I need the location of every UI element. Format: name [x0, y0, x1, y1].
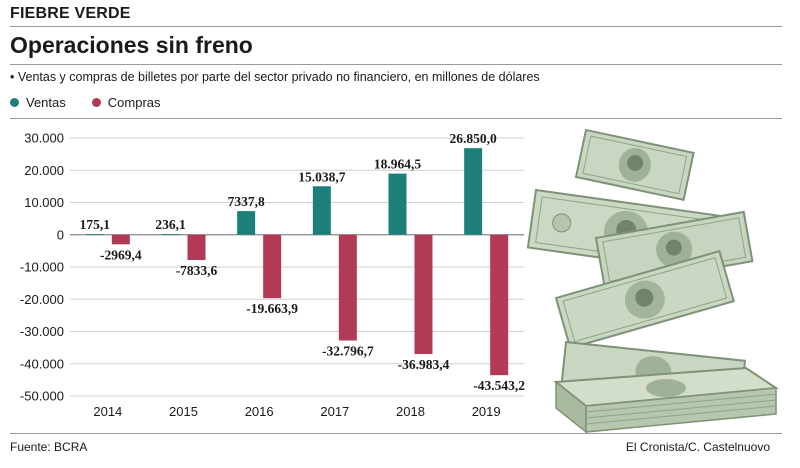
data-label-compras: -2969,4 — [100, 247, 142, 262]
legend-label-ventas: Ventas — [26, 95, 66, 110]
legend: Ventas Compras — [10, 95, 161, 110]
bar-compras — [490, 234, 509, 376]
y-tick-label: 30.000 — [24, 131, 64, 146]
kicker: FIEBRE VERDE — [10, 5, 131, 22]
data-label-ventas: 236,1 — [155, 217, 186, 232]
bar-compras — [111, 234, 130, 245]
bar-compras — [338, 234, 357, 341]
y-tick-label: -30.000 — [20, 324, 64, 339]
data-label-compras: -32.796,7 — [322, 344, 374, 359]
data-label-compras: -36.983,4 — [398, 357, 450, 372]
divider-chart — [10, 118, 782, 119]
bar-ventas — [464, 148, 483, 235]
credit-note: El Cronista/C. Castelnuovo — [625, 440, 770, 454]
falling-bill-3 — [594, 210, 754, 289]
data-label-ventas: 15.038,7 — [298, 169, 346, 184]
x-tick-label: 2019 — [472, 404, 501, 419]
x-tick-label: 2016 — [245, 404, 274, 419]
x-tick-label: 2014 — [93, 404, 122, 419]
bar-ventas — [237, 211, 256, 235]
y-tick-label: -50.000 — [20, 389, 64, 404]
legend-item-compras: Compras — [91, 95, 161, 110]
money-illustration — [526, 128, 779, 434]
bar-ventas — [85, 234, 104, 235]
source-note: Fuente: BCRA — [10, 440, 88, 454]
divider-bottom — [10, 433, 782, 434]
chart-subtitle: • Ventas y compras de billetes por parte… — [10, 70, 540, 84]
divider-top — [10, 26, 782, 27]
data-label-ventas: 7337,8 — [228, 194, 265, 209]
legend-label-compras: Compras — [107, 95, 161, 110]
data-label-ventas: 18.964,5 — [374, 157, 422, 172]
y-tick-label: 0 — [57, 227, 64, 242]
x-tick-label: 2015 — [169, 404, 198, 419]
y-tick-label: -40.000 — [20, 356, 64, 371]
y-tick-label: -10.000 — [20, 260, 64, 275]
falling-bill-1 — [574, 128, 695, 202]
bar-ventas — [388, 173, 407, 235]
y-tick-label: 20.000 — [24, 163, 64, 178]
legend-swatch-compras — [91, 98, 101, 107]
falling-bill-4 — [554, 249, 735, 350]
y-tick-label: -20.000 — [20, 292, 64, 307]
bar-compras — [414, 234, 433, 355]
divider-mid — [10, 64, 782, 65]
data-label-compras: -7833,6 — [176, 263, 218, 278]
y-tick-label: 10.000 — [24, 195, 64, 210]
bar-compras — [263, 234, 282, 299]
legend-swatch-ventas — [10, 98, 19, 107]
x-tick-label: 2018 — [396, 404, 425, 419]
bar-compras — [187, 234, 206, 261]
data-label-ventas: 175,1 — [80, 217, 111, 232]
chart-title: Operaciones sin freno — [10, 32, 253, 58]
bill-stack — [553, 366, 779, 434]
x-tick-label: 2017 — [320, 404, 349, 419]
data-label-compras: -43.543,2 — [473, 378, 525, 393]
data-label-ventas: 26.850,0 — [450, 131, 498, 146]
bar-ventas — [312, 186, 331, 235]
legend-item-ventas: Ventas — [10, 95, 66, 110]
data-label-compras: -19.663,9 — [246, 301, 298, 316]
bar-ventas — [161, 233, 180, 235]
